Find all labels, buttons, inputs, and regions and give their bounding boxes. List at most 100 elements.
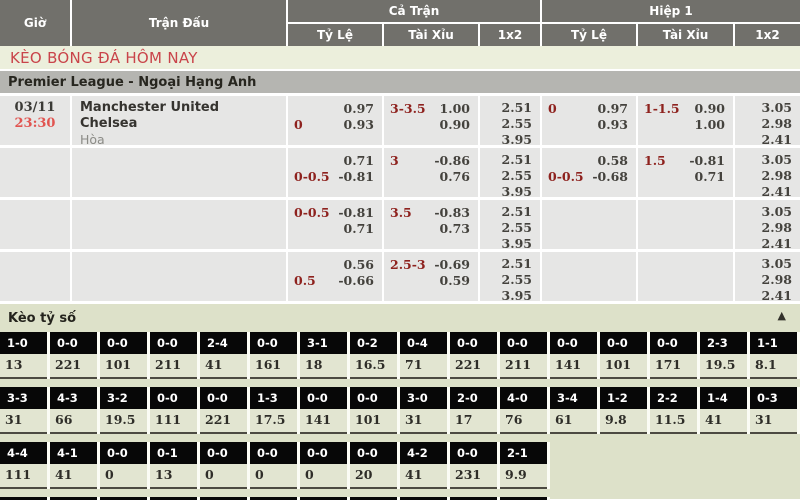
- odds-value: 2.55: [501, 116, 532, 131]
- score-cell[interactable]: 0-0 101: [350, 387, 400, 434]
- ft-handicap-cell[interactable]: 0.97 0 0.93: [288, 96, 382, 145]
- score-cell[interactable]: 2-2 11.5: [650, 387, 700, 434]
- match-time: 23:30: [14, 116, 56, 131]
- score-odds: 41: [50, 464, 97, 489]
- score-cell[interactable]: 0-0 20: [350, 442, 400, 489]
- score-cell[interactable]: 2-3 19.5: [700, 332, 750, 379]
- score-label: 0-0: [250, 332, 297, 354]
- score-label: 4-3: [50, 387, 97, 409]
- ft-1x2-cell[interactable]: 2.51 2.55 3.95: [480, 200, 540, 249]
- score-cell[interactable]: 0-0 111: [150, 387, 200, 434]
- score-cell[interactable]: 0-0 231: [450, 442, 500, 489]
- h1-overunder-cell[interactable]: 1.5 -0.81 0.71: [638, 148, 733, 197]
- score-cell[interactable]: 3-3 31: [0, 387, 50, 434]
- score-cell[interactable]: 1-1 8.1: [750, 332, 800, 379]
- score-label: 0-0: [300, 387, 347, 409]
- score-cell[interactable]: 0-0 0: [200, 442, 250, 489]
- score-cell[interactable]: 0-0 141: [550, 332, 600, 379]
- ft-1x2-cell[interactable]: 2.51 2.55 3.95: [480, 96, 540, 145]
- ft-handicap-cell[interactable]: 0.56 0.5 -0.66: [288, 252, 382, 301]
- score-label: 0-0: [600, 332, 647, 354]
- h1-handicap-cell[interactable]: [542, 252, 636, 301]
- score-cell[interactable]: 1-2 9.8: [600, 387, 650, 434]
- odds-row: 03/11 23:30 Manchester United Chelsea Hòa 0.9…: [0, 96, 800, 145]
- score-cell[interactable]: 0-0 211: [150, 332, 200, 379]
- score-cell[interactable]: 0-0 0: [300, 442, 350, 489]
- h1-1x2-cell[interactable]: 3.05 2.98 2.41: [735, 200, 800, 249]
- h1-handicap-cell[interactable]: 0.58 0-0.5 -0.68: [542, 148, 636, 197]
- score-label: 0-2: [350, 332, 397, 354]
- collapse-arrow-icon[interactable]: ▲: [777, 309, 786, 322]
- handicap-value: 1-1.5: [644, 100, 680, 116]
- score-label: 0-4: [400, 332, 447, 354]
- ft-handicap-cell[interactable]: 0-0.5 -0.81 0.71: [288, 200, 382, 249]
- h1-1x2-cell[interactable]: 3.05 2.98 2.41: [735, 148, 800, 197]
- score-cell[interactable]: 0-0 0: [100, 442, 150, 489]
- col-header-time: Giờ: [0, 0, 70, 46]
- h1-1x2-cell[interactable]: 3.05 2.98 2.41: [735, 252, 800, 301]
- h1-overunder-cell[interactable]: 1-1.5 0.90 1.00: [638, 96, 733, 145]
- score-cell[interactable]: 0-0 211: [500, 332, 550, 379]
- score-cell[interactable]: 1-4 41: [700, 387, 750, 434]
- home-team-name: Manchester United: [80, 100, 220, 115]
- score-cell[interactable]: 2-0 17: [450, 387, 500, 434]
- ft-1x2-cell[interactable]: 2.51 2.55 3.95: [480, 252, 540, 301]
- score-cell[interactable]: 0-0 161: [250, 332, 300, 379]
- score-label: 0-0: [350, 387, 397, 409]
- score-cell[interactable]: 4-4 111: [0, 442, 50, 489]
- h1-handicap-cell[interactable]: [542, 200, 636, 249]
- odds-value: 1.00: [694, 116, 725, 132]
- odds-value: 0.93: [597, 116, 628, 132]
- score-label: 0-0: [450, 442, 497, 464]
- score-cell[interactable]: 0-1 13: [150, 442, 200, 489]
- h1-1x2-cell[interactable]: 3.05 2.98 2.41: [735, 96, 800, 145]
- ft-1x2-cell[interactable]: 2.51 2.55 3.95: [480, 148, 540, 197]
- score-odds: 31: [400, 409, 447, 434]
- score-cell[interactable]: 1-0 13: [0, 332, 50, 379]
- score-cell[interactable]: 0-0 171: [650, 332, 700, 379]
- odds-line: 0 0.97: [542, 100, 636, 116]
- score-label: 4-0: [500, 387, 547, 409]
- score-cell[interactable]: 0-0 141: [300, 387, 350, 434]
- ft-overunder-cell[interactable]: 3-3.5 1.00 0.90: [384, 96, 478, 145]
- score-cell[interactable]: 2-1 9.9: [500, 442, 550, 489]
- score-odds: 13: [150, 464, 197, 489]
- score-cell[interactable]: 3-2 19.5: [100, 387, 150, 434]
- score-cell[interactable]: 4-3 66: [50, 387, 100, 434]
- score-cell[interactable]: 0-0 101: [100, 332, 150, 379]
- score-cell[interactable]: 0-3 31: [750, 387, 800, 434]
- score-cell[interactable]: 0-0 101: [600, 332, 650, 379]
- score-cell[interactable]: 2-4 41: [200, 332, 250, 379]
- score-cell-partial: [100, 497, 150, 500]
- score-cell[interactable]: 3-1 18: [300, 332, 350, 379]
- score-cell[interactable]: 0-0 0: [250, 442, 300, 489]
- score-cell[interactable]: 0-0 221: [200, 387, 250, 434]
- ft-handicap-cell[interactable]: 0.71 0-0.5 -0.81: [288, 148, 382, 197]
- score-cell[interactable]: 4-0 76: [500, 387, 550, 434]
- score-cell[interactable]: 3-0 31: [400, 387, 450, 434]
- odds-line: 0-0.5 -0.81: [288, 168, 382, 184]
- h1-overunder-cell[interactable]: [638, 200, 733, 249]
- score-cell[interactable]: 4-1 41: [50, 442, 100, 489]
- score-label: 2-4: [200, 332, 247, 354]
- score-label: 0-3: [750, 387, 797, 409]
- odds-line: 0.73: [384, 220, 478, 236]
- score-cell[interactable]: 0-0 221: [450, 332, 500, 379]
- odds-value: 0.93: [343, 116, 374, 132]
- match-time-cell: 03/11 23:30: [0, 96, 70, 145]
- odds-value: -0.68: [592, 168, 628, 184]
- score-cell[interactable]: 0-2 16.5: [350, 332, 400, 379]
- score-cell[interactable]: 0-4 71: [400, 332, 450, 379]
- ft-overunder-cell[interactable]: 3 -0.86 0.76: [384, 148, 478, 197]
- ft-overunder-cell[interactable]: 2.5-3 -0.69 0.59: [384, 252, 478, 301]
- odds-line: 0.71: [288, 152, 382, 168]
- ft-overunder-cell[interactable]: 3.5 -0.83 0.73: [384, 200, 478, 249]
- h1-overunder-cell[interactable]: [638, 252, 733, 301]
- odds-value: 2.41: [761, 132, 792, 145]
- handicap-value: 3-3.5: [390, 100, 426, 116]
- score-cell[interactable]: 1-3 17.5: [250, 387, 300, 434]
- score-cell[interactable]: 4-2 41: [400, 442, 450, 489]
- score-cell[interactable]: 0-0 221: [50, 332, 100, 379]
- score-cell[interactable]: 3-4 61: [550, 387, 600, 434]
- h1-handicap-cell[interactable]: 0 0.97 0.93: [542, 96, 636, 145]
